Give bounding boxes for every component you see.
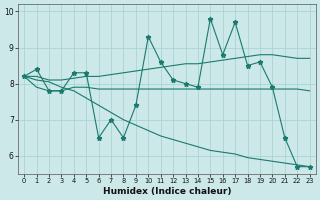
X-axis label: Humidex (Indice chaleur): Humidex (Indice chaleur) (103, 187, 231, 196)
